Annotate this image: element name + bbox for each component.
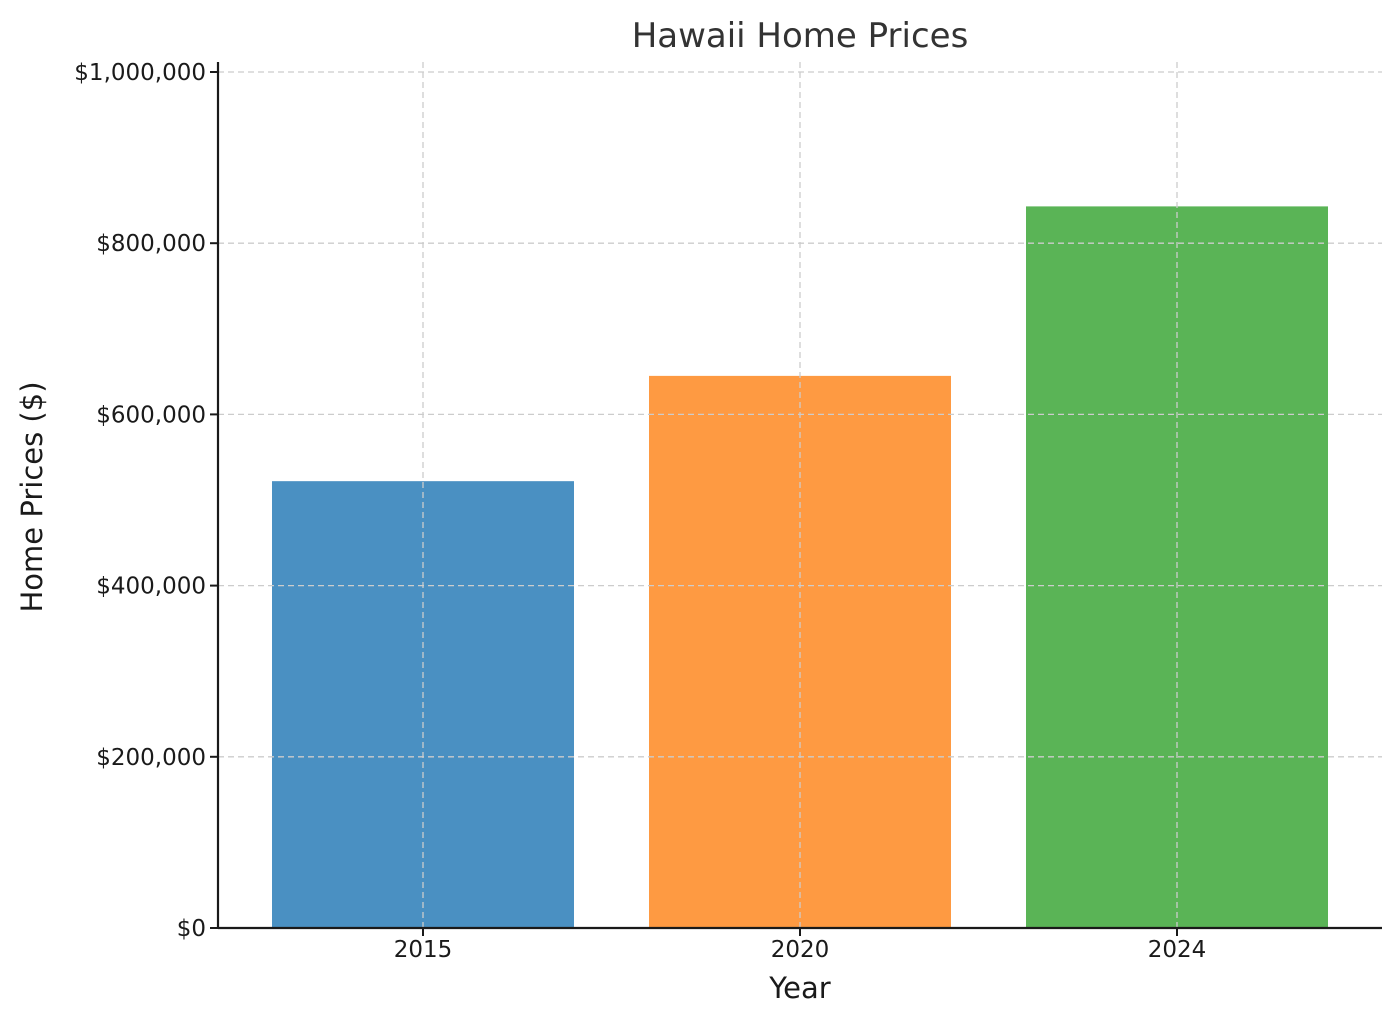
y-tick-label: $400,000 bbox=[96, 574, 206, 600]
x-axis-label: Year bbox=[768, 971, 830, 1005]
grid-layer bbox=[218, 62, 1382, 928]
y-axis-label: Home Prices ($) bbox=[15, 381, 49, 612]
y-tick-label: $600,000 bbox=[96, 402, 206, 428]
x-tick-label: 2020 bbox=[771, 937, 830, 963]
ticks-layer: $0 $200,000 $400,000 $600,000 $800,000 $1,000… bbox=[74, 60, 1206, 963]
x-tick-label: 2024 bbox=[1148, 937, 1207, 963]
y-tick-label: $200,000 bbox=[96, 745, 206, 771]
x-tick-label: 2015 bbox=[394, 937, 453, 963]
y-tick-label: $1,000,000 bbox=[74, 60, 206, 86]
chart-title: Hawaii Home Prices bbox=[632, 16, 969, 56]
y-tick-label: $0 bbox=[177, 916, 206, 942]
y-tick-label: $800,000 bbox=[96, 231, 206, 257]
